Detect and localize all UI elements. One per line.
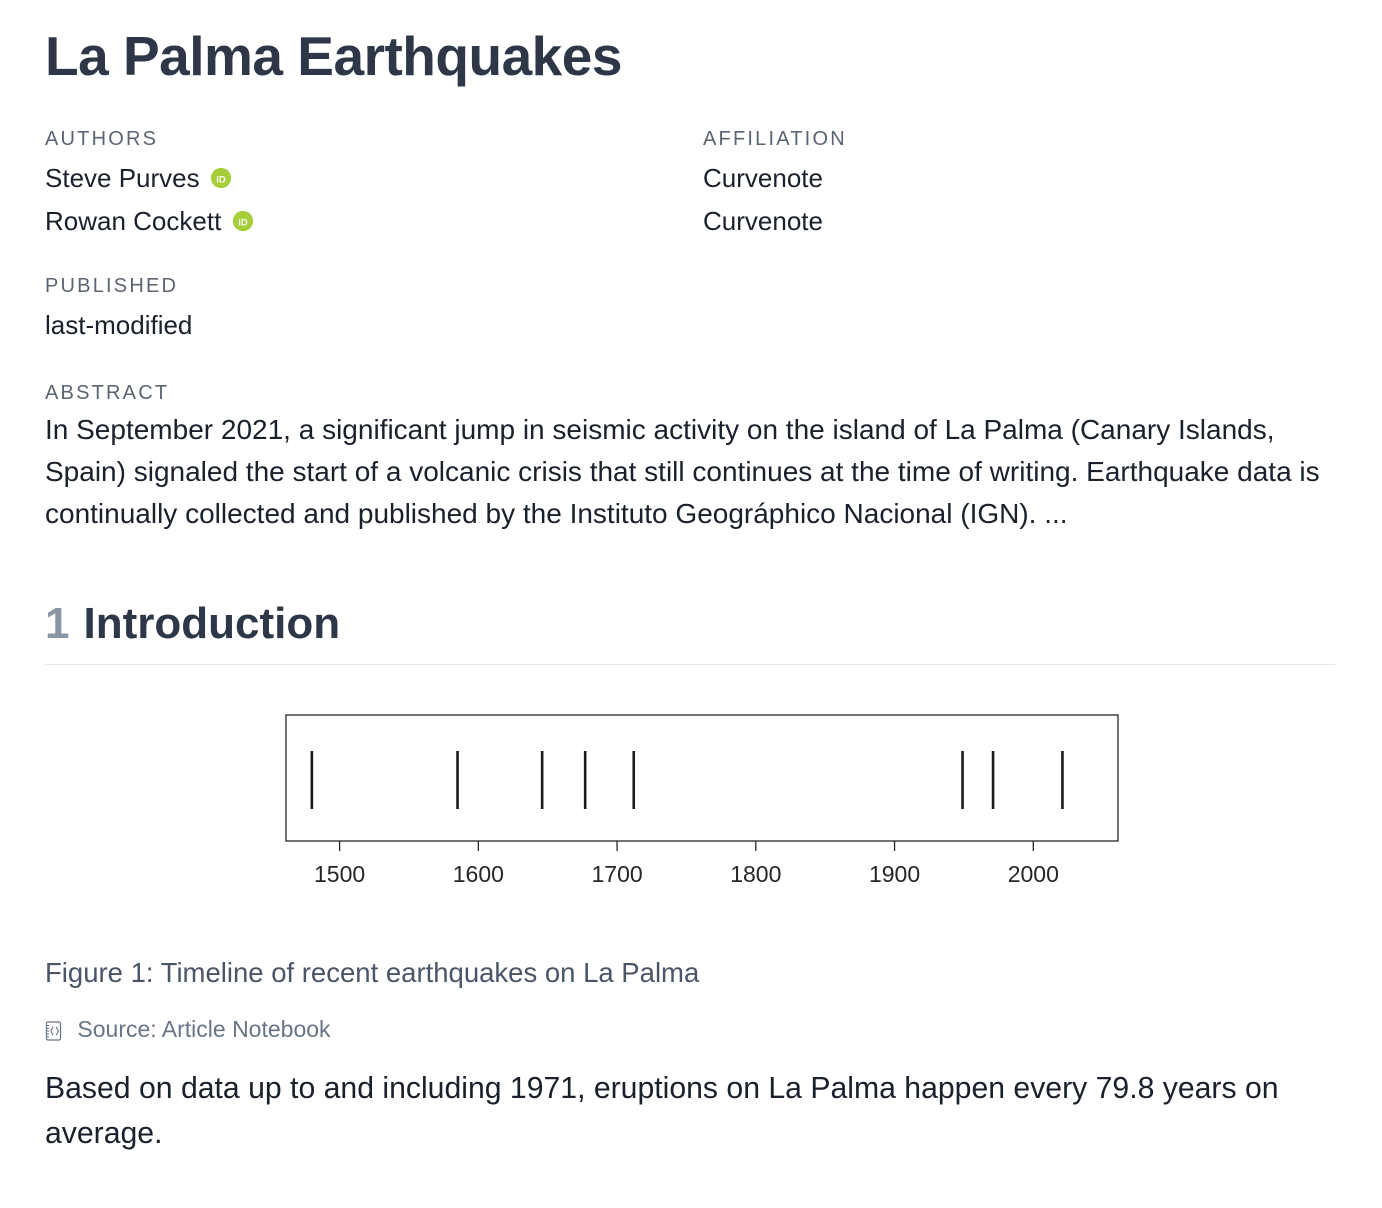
svg-text:1800: 1800 [730, 861, 781, 887]
svg-text:1700: 1700 [591, 861, 642, 887]
svg-text:2000: 2000 [1008, 861, 1059, 887]
svg-text:1900: 1900 [869, 861, 920, 887]
svg-text:1600: 1600 [453, 861, 504, 887]
svg-text:1500: 1500 [314, 861, 365, 887]
